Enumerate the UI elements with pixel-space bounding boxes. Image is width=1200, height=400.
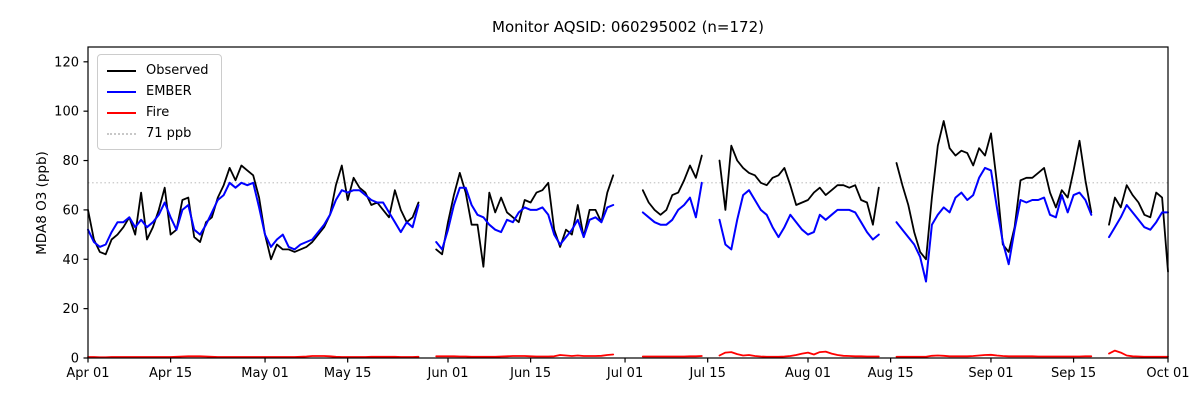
fire-line-sample bbox=[107, 111, 136, 114]
x-tick-label: May 15 bbox=[324, 366, 372, 381]
chart-title: Monitor AQSID: 060295002 (n=172) bbox=[492, 18, 764, 36]
x-tick-label: Oct 01 bbox=[1146, 366, 1189, 381]
series-line-observed bbox=[87, 164, 420, 261]
series-line-ember bbox=[641, 181, 703, 226]
series-line-fire bbox=[718, 350, 880, 358]
x-tick-label: Apr 01 bbox=[66, 366, 109, 381]
ember-line-sample bbox=[107, 90, 136, 93]
legend-label-fire: Fire bbox=[146, 105, 170, 120]
y-tick-label: 20 bbox=[62, 302, 79, 317]
series-line-observed bbox=[641, 154, 703, 216]
observed-line-sample bbox=[107, 69, 136, 72]
series-line-observed bbox=[1108, 184, 1169, 273]
x-tick-label: Sep 15 bbox=[1051, 366, 1096, 381]
x-tick-label: Apr 15 bbox=[149, 366, 192, 381]
y-tick-label: 40 bbox=[62, 253, 79, 268]
y-tick-label: 80 bbox=[62, 154, 79, 169]
legend-label-observed: Observed bbox=[146, 63, 209, 78]
series-line-fire bbox=[641, 355, 703, 358]
series-line-fire bbox=[87, 355, 420, 359]
y-tick-label: 120 bbox=[54, 55, 79, 70]
series-line-observed bbox=[718, 144, 880, 226]
y-tick-label: 60 bbox=[62, 203, 79, 218]
x-tick-label: Aug 15 bbox=[868, 366, 914, 381]
legend-item-observed: Observed bbox=[107, 60, 209, 81]
series-line-fire bbox=[895, 353, 1093, 358]
x-tick-label: Sep 01 bbox=[968, 366, 1013, 381]
legend-label-ember: EMBER bbox=[146, 84, 192, 99]
x-tick-label: Aug 01 bbox=[785, 366, 831, 381]
x-tick-label: Jul 15 bbox=[688, 366, 725, 381]
x-tick-label: Jun 15 bbox=[509, 366, 551, 381]
series-line-observed bbox=[895, 120, 1093, 261]
legend-item-ember: EMBER bbox=[107, 81, 209, 102]
series-line-fire bbox=[435, 353, 615, 358]
legend-item-fire: Fire bbox=[107, 102, 209, 123]
series-line-ember bbox=[87, 181, 420, 251]
series-line-fire bbox=[1108, 349, 1169, 358]
y-tick-label: 0 bbox=[71, 352, 79, 367]
threshold-line-sample bbox=[107, 132, 136, 135]
legend-label-threshold: 71 ppb bbox=[146, 126, 192, 141]
y-tick-label: 100 bbox=[54, 105, 79, 120]
x-tick-label: Jun 01 bbox=[427, 366, 469, 381]
y-axis-label: MDA8 O3 (ppb) bbox=[34, 151, 50, 255]
x-tick-label: May 01 bbox=[241, 366, 289, 381]
series-line-ember bbox=[718, 189, 880, 251]
series-line-ember bbox=[435, 186, 615, 251]
legend: Observed EMBER Fire 71 ppb bbox=[97, 54, 222, 150]
series-line-ember bbox=[895, 166, 1093, 283]
series-line-ember bbox=[1108, 204, 1169, 239]
x-tick-label: Jul 01 bbox=[606, 366, 643, 381]
axes-frame bbox=[87, 46, 1169, 359]
legend-item-threshold: 71 ppb bbox=[107, 123, 209, 144]
